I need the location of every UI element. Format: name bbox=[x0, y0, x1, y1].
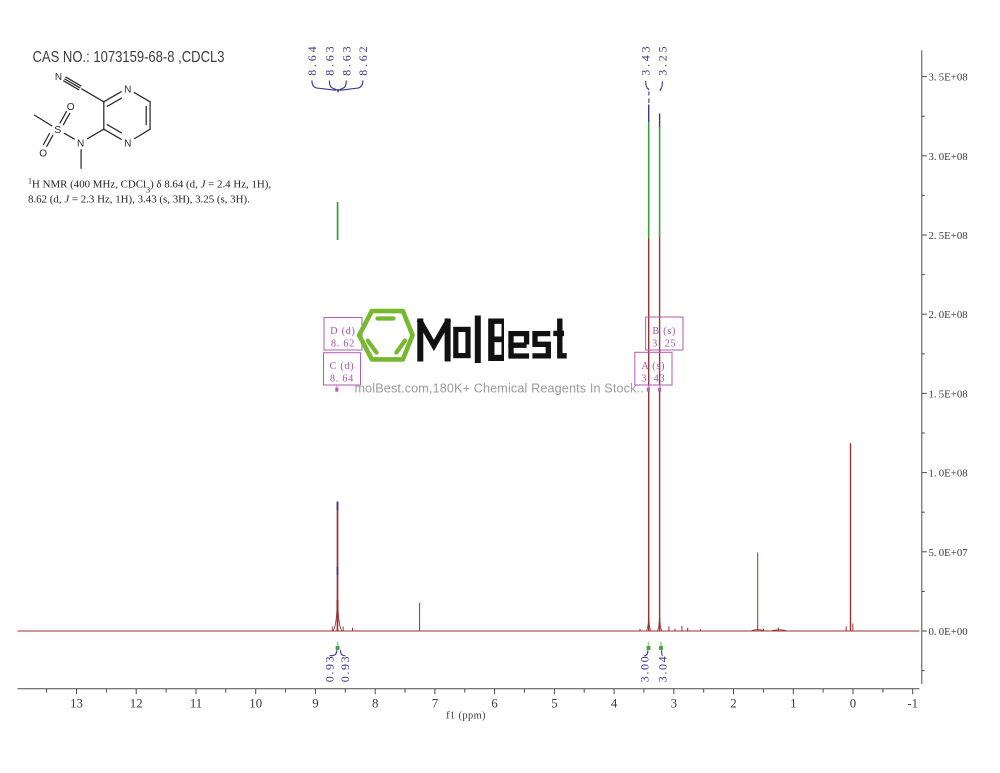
svg-text:3.25: 3.25 bbox=[655, 44, 669, 76]
svg-text:3.00: 3.00 bbox=[637, 655, 651, 682]
svg-text:N: N bbox=[124, 139, 131, 150]
svg-text:-1: -1 bbox=[907, 697, 918, 711]
svg-text:8. 62: 8. 62 bbox=[331, 339, 355, 350]
svg-text:2: 2 bbox=[730, 697, 736, 711]
svg-text:7: 7 bbox=[432, 697, 439, 711]
svg-text:molBest.com,180K+ Chemical Rea: molBest.com,180K+ Chemical Reagents In S… bbox=[355, 382, 644, 396]
svg-text:11: 11 bbox=[190, 697, 202, 711]
svg-text:S: S bbox=[54, 124, 61, 136]
svg-text:C (d): C (d) bbox=[330, 361, 355, 372]
svg-text:8.62 (d, J = 2.3 Hz, 1H), 3.43: 8.62 (d, J = 2.3 Hz, 1H), 3.43 (s, 3H), … bbox=[28, 194, 250, 206]
svg-text:O: O bbox=[39, 149, 47, 160]
svg-text:N: N bbox=[77, 138, 84, 149]
svg-text:D (d): D (d) bbox=[330, 326, 355, 337]
svg-text:8.62: 8.62 bbox=[356, 44, 370, 76]
svg-text:4: 4 bbox=[611, 697, 618, 711]
svg-text:A (s): A (s) bbox=[642, 361, 666, 372]
svg-text:8: 8 bbox=[372, 697, 378, 711]
svg-text:0. 0E+00: 0. 0E+00 bbox=[929, 626, 968, 638]
svg-text:0.93: 0.93 bbox=[338, 655, 352, 682]
svg-text:2. 0E+08: 2. 0E+08 bbox=[929, 309, 968, 321]
svg-text:3. 25: 3. 25 bbox=[652, 339, 676, 350]
svg-text:9: 9 bbox=[312, 697, 318, 711]
svg-text:5. 0E+07: 5. 0E+07 bbox=[929, 547, 969, 559]
svg-text:8.63: 8.63 bbox=[339, 44, 353, 76]
svg-text:CAS NO.: 1073159-68-8 ,CDCL3: CAS NO.: 1073159-68-8 ,CDCL3 bbox=[33, 49, 225, 66]
svg-text:8.64: 8.64 bbox=[305, 44, 319, 76]
svg-text:N: N bbox=[55, 72, 62, 83]
svg-text:2. 5E+08: 2. 5E+08 bbox=[929, 230, 968, 242]
svg-text:1: 1 bbox=[790, 697, 796, 711]
svg-text:3.43: 3.43 bbox=[639, 44, 653, 76]
svg-text:8. 64: 8. 64 bbox=[330, 374, 354, 385]
svg-text:3.04: 3.04 bbox=[656, 655, 670, 682]
svg-text:3: 3 bbox=[671, 697, 677, 711]
svg-text:8.63: 8.63 bbox=[322, 44, 336, 76]
svg-text:3. 43: 3. 43 bbox=[641, 374, 665, 385]
svg-text:1. 5E+08: 1. 5E+08 bbox=[929, 388, 968, 400]
svg-text:B (s): B (s) bbox=[652, 326, 676, 337]
svg-text:13: 13 bbox=[70, 697, 83, 711]
svg-text:1. 0E+08: 1. 0E+08 bbox=[929, 468, 968, 480]
svg-text:10: 10 bbox=[249, 697, 262, 711]
svg-text:1H NMR (400 MHz, CDCl3) δ 8.64: 1H NMR (400 MHz, CDCl3) δ 8.64 (d, J = 2… bbox=[28, 176, 271, 194]
svg-text:0.93: 0.93 bbox=[322, 655, 336, 682]
svg-text:5: 5 bbox=[551, 697, 557, 711]
svg-text:N: N bbox=[124, 84, 131, 95]
svg-text:f1 (ppm): f1 (ppm) bbox=[446, 711, 486, 722]
svg-text:12: 12 bbox=[130, 697, 143, 711]
svg-text:3. 0E+08: 3. 0E+08 bbox=[929, 151, 968, 163]
svg-text:0: 0 bbox=[850, 697, 856, 711]
svg-text:O: O bbox=[67, 102, 75, 113]
svg-text:6: 6 bbox=[491, 697, 498, 711]
svg-text:3. 5E+08: 3. 5E+08 bbox=[929, 72, 968, 84]
